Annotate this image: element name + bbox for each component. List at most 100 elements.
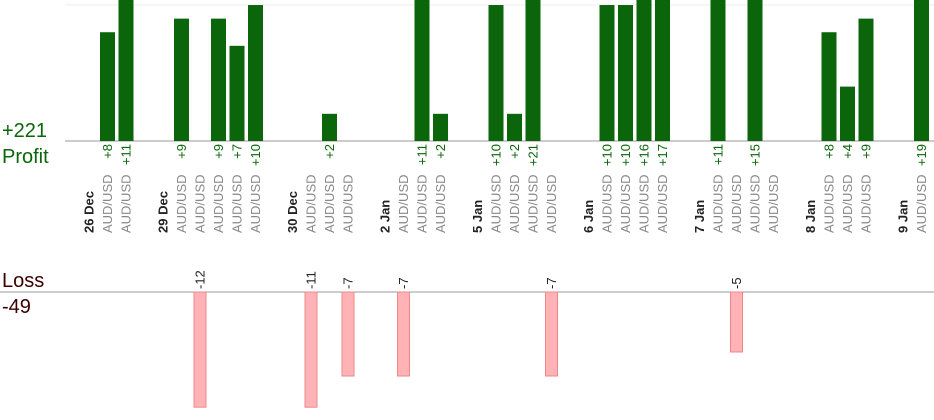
profit-total: +221 [2, 120, 47, 142]
date-label: 2 Jan [378, 200, 393, 233]
profit-bar [618, 5, 633, 142]
value-label: -7 [396, 277, 411, 289]
date-label: 9 Jan [896, 200, 911, 233]
symbol-label: AUD/USD [100, 174, 115, 233]
symbol-label: AUD/USD [822, 174, 837, 233]
profit-title: Profit [2, 146, 49, 168]
date-label: 6 Jan [581, 200, 596, 233]
profit-bar [174, 18, 189, 141]
date-label: 30 Dec [285, 191, 300, 233]
profit-bar [100, 32, 115, 141]
profit-bar [322, 113, 337, 141]
profit-bar [488, 5, 504, 142]
profit-bar [433, 113, 448, 141]
symbol-label: AUD/USD [840, 174, 855, 233]
profit-bar [118, 0, 134, 141]
loss-bar [341, 291, 355, 377]
value-label: +11 [119, 144, 134, 165]
loss-bar [304, 291, 318, 408]
value-label: +9 [174, 144, 189, 159]
date-label: 8 Jan [803, 200, 818, 233]
value-label: +11 [711, 144, 726, 165]
value-label: +2 [433, 144, 448, 159]
value-label: +11 [415, 144, 430, 165]
value-label: -7 [544, 277, 559, 289]
loss-bar [730, 291, 743, 353]
value-label: +16 [637, 144, 652, 166]
loss-bar [397, 291, 410, 377]
value-label: +19 [914, 144, 929, 166]
symbol-label: AUD/USD [544, 174, 559, 233]
value-label: +17 [655, 144, 670, 166]
symbol-label: AUD/USD [507, 174, 522, 233]
symbol-label: AUD/USD [415, 174, 430, 233]
date-label: 26 Dec [82, 191, 97, 233]
value-label: -12 [193, 270, 208, 289]
profit-bar [636, 0, 652, 141]
value-label: +4 [840, 144, 855, 159]
value-label: +2 [507, 144, 522, 159]
value-label: +15 [748, 144, 763, 166]
profit-bar [747, 0, 763, 141]
profit-bar [248, 5, 263, 142]
value-label: +9 [859, 144, 874, 159]
loss-title: Loss [2, 270, 44, 292]
date-label: 29 Dec [156, 191, 171, 233]
date-label: 7 Jan [692, 200, 707, 233]
value-label: +8 [100, 144, 115, 159]
symbol-label: AUD/USD [248, 174, 263, 233]
value-label: +21 [526, 144, 541, 166]
profit-bar [229, 45, 245, 141]
symbol-label: AUD/USD [230, 174, 245, 233]
symbol-label: AUD/USD [396, 174, 411, 233]
value-label: -7 [341, 277, 356, 289]
symbol-label: AUD/USD [433, 174, 448, 233]
symbol-label: AUD/USD [637, 174, 652, 233]
symbol-label: AUD/USD [859, 174, 874, 233]
value-label: +9 [211, 144, 226, 159]
symbol-label: AUD/USD [655, 174, 670, 233]
symbol-label: AUD/USD [526, 174, 541, 233]
profit-bar [211, 18, 226, 141]
value-label: +8 [822, 144, 837, 159]
profit-bar [507, 113, 522, 141]
symbol-label: AUD/USD [211, 174, 226, 233]
value-label: -5 [729, 277, 744, 289]
symbol-label: AUD/USD [748, 174, 763, 233]
profit-bar [710, 0, 726, 141]
value-label: -11 [304, 271, 319, 289]
symbol-label: AUD/USD [174, 174, 189, 233]
value-label: +10 [248, 144, 263, 166]
symbol-label: AUD/USD [729, 174, 744, 233]
symbol-label: AUD/USD [600, 174, 615, 233]
symbol-label: AUD/USD [914, 174, 929, 233]
value-label: +10 [618, 144, 633, 166]
profit-bar [414, 0, 430, 141]
value-label: +10 [600, 144, 615, 166]
symbol-label: AUD/USD [304, 174, 319, 233]
symbol-label: AUD/USD [489, 174, 504, 233]
symbol-label: AUD/USD [618, 174, 633, 233]
value-label: +2 [322, 144, 337, 159]
loss-bar [193, 291, 207, 408]
symbol-label: AUD/USD [341, 174, 356, 233]
profit-bar [599, 5, 615, 142]
symbol-label: AUD/USD [766, 174, 781, 233]
loss-bar [545, 291, 558, 377]
profit-bar [840, 86, 855, 141]
profit-bar [858, 18, 874, 141]
profit-bar [821, 32, 837, 141]
loss-total: -49 [2, 296, 31, 318]
value-label: +7 [230, 144, 245, 159]
date-label: 5 Jan [470, 200, 485, 233]
value-label: +10 [489, 144, 504, 166]
symbol-label: AUD/USD [322, 174, 337, 233]
profit-bar [525, 0, 541, 141]
symbol-label: AUD/USD [119, 174, 134, 233]
profit-bar [914, 0, 929, 141]
symbol-label: AUD/USD [193, 174, 208, 233]
profit-bar [655, 0, 670, 141]
symbol-label: AUD/USD [711, 174, 726, 233]
